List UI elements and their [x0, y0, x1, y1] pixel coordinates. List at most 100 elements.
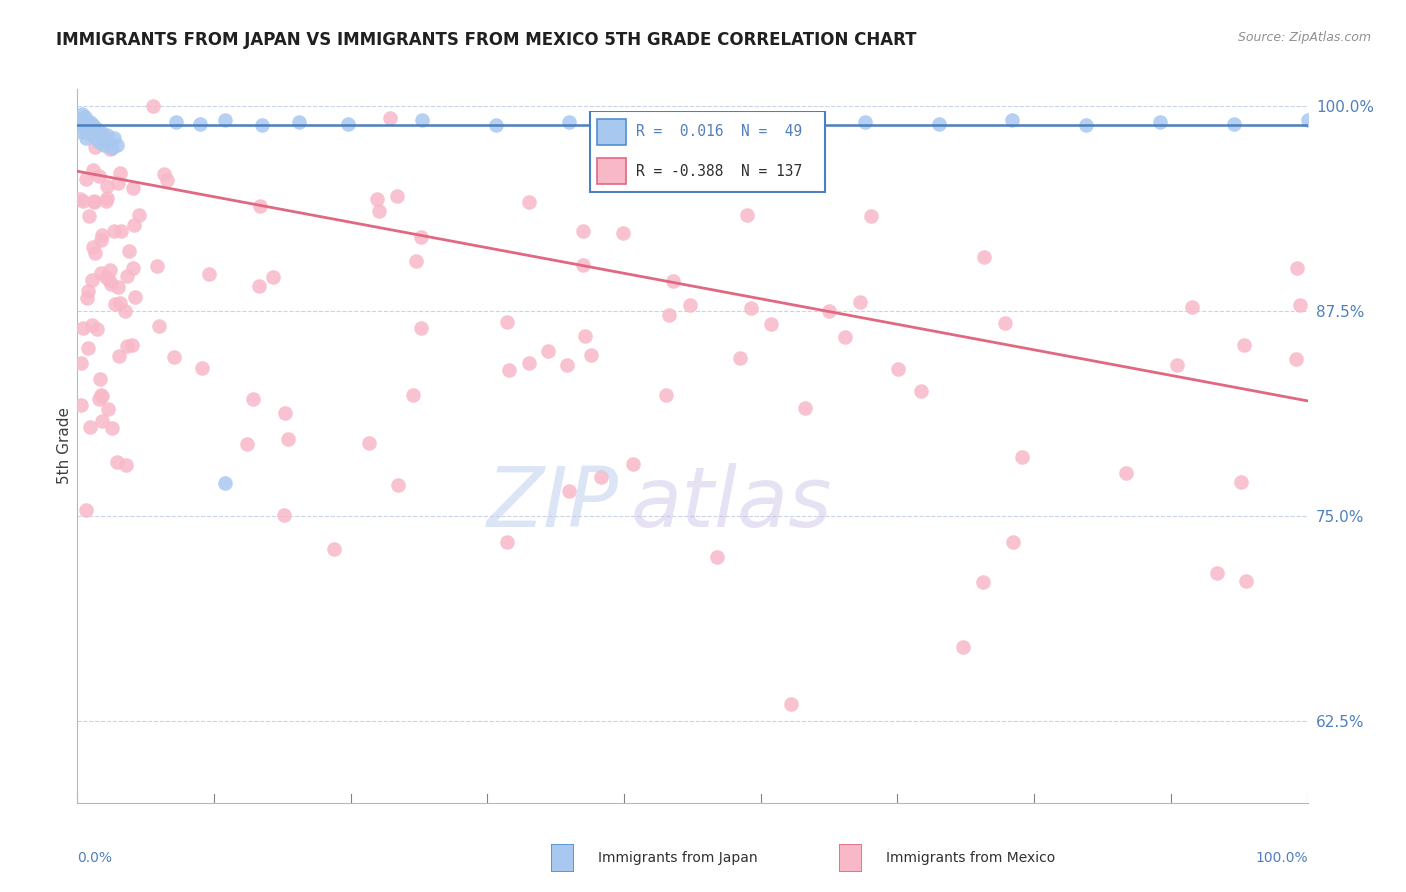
Text: 0.0%: 0.0%: [77, 851, 112, 865]
Point: [579, 348, 602, 362]
Point: [498, 363, 520, 377]
Point: [110, 295, 132, 310]
Point: [98, 143, 121, 157]
Point: [89, 169, 111, 184]
Point: [70, 107, 93, 121]
Point: [90, 389, 112, 403]
Point: [83, 125, 105, 139]
Point: [82, 162, 104, 177]
Point: [163, 350, 186, 364]
Point: [818, 304, 841, 318]
Point: [621, 457, 644, 471]
Point: [662, 274, 685, 288]
Point: [633, 117, 655, 131]
Point: [322, 541, 344, 556]
Point: [115, 269, 138, 284]
Point: [1285, 351, 1308, 366]
Point: [70, 118, 93, 132]
Point: [118, 244, 141, 258]
Point: [70, 125, 93, 139]
Point: [1230, 475, 1253, 490]
Point: [142, 98, 165, 112]
Point: [262, 270, 284, 285]
Point: [107, 280, 129, 294]
Point: [122, 218, 145, 232]
Point: [496, 535, 519, 549]
Point: [706, 113, 728, 128]
Point: [148, 318, 170, 333]
Point: [853, 115, 876, 129]
Point: [273, 508, 295, 523]
Point: [77, 284, 100, 298]
Point: [96, 178, 118, 193]
Point: [337, 117, 360, 131]
Point: [411, 113, 433, 128]
Point: [90, 388, 112, 402]
Point: [780, 118, 803, 132]
Point: [124, 290, 146, 304]
Point: [107, 176, 129, 190]
Point: [79, 209, 101, 223]
Point: [612, 227, 634, 241]
Point: [485, 118, 508, 132]
Point: [146, 259, 169, 273]
Point: [558, 115, 581, 129]
Point: [110, 224, 132, 238]
Point: [380, 112, 402, 126]
Point: [366, 192, 388, 206]
Point: [387, 478, 409, 492]
Point: [84, 131, 107, 145]
Point: [93, 138, 115, 153]
Point: [73, 110, 96, 124]
Point: [1011, 450, 1033, 464]
Point: [121, 260, 143, 275]
Point: [108, 166, 131, 180]
Point: [1296, 113, 1319, 128]
Point: [859, 209, 882, 223]
Point: [574, 329, 596, 343]
Point: [91, 414, 114, 428]
Point: [101, 420, 124, 434]
Point: [214, 113, 236, 128]
Point: [1205, 566, 1227, 581]
Point: [1001, 113, 1024, 128]
Point: [80, 318, 103, 332]
Point: [249, 199, 271, 213]
Point: [405, 254, 427, 268]
Point: [910, 384, 932, 398]
Point: [198, 268, 221, 282]
Point: [153, 167, 176, 181]
Point: [90, 233, 112, 247]
Point: [972, 574, 994, 589]
Point: [70, 356, 93, 370]
Point: [103, 223, 125, 237]
Point: [89, 135, 111, 149]
Point: [190, 117, 212, 131]
Point: [80, 121, 103, 136]
Point: [76, 118, 98, 132]
Point: [97, 401, 120, 416]
Point: [409, 230, 432, 244]
Y-axis label: 5th Grade: 5th Grade: [56, 408, 72, 484]
Point: [589, 470, 612, 484]
Point: [794, 401, 817, 416]
Point: [887, 361, 910, 376]
Point: [75, 503, 97, 517]
Point: [250, 118, 273, 132]
Point: [1115, 466, 1137, 480]
Point: [79, 115, 101, 129]
Point: [76, 291, 98, 305]
Point: [69, 112, 91, 126]
Point: [82, 128, 104, 142]
Point: [572, 258, 595, 272]
Point: [86, 322, 108, 336]
Bar: [598, 119, 626, 145]
Point: [1223, 117, 1246, 131]
Point: [367, 204, 389, 219]
Point: [928, 117, 950, 131]
Point: [387, 189, 409, 203]
Point: [100, 277, 122, 291]
Point: [108, 349, 131, 363]
Point: [115, 339, 138, 353]
Point: [84, 246, 107, 260]
